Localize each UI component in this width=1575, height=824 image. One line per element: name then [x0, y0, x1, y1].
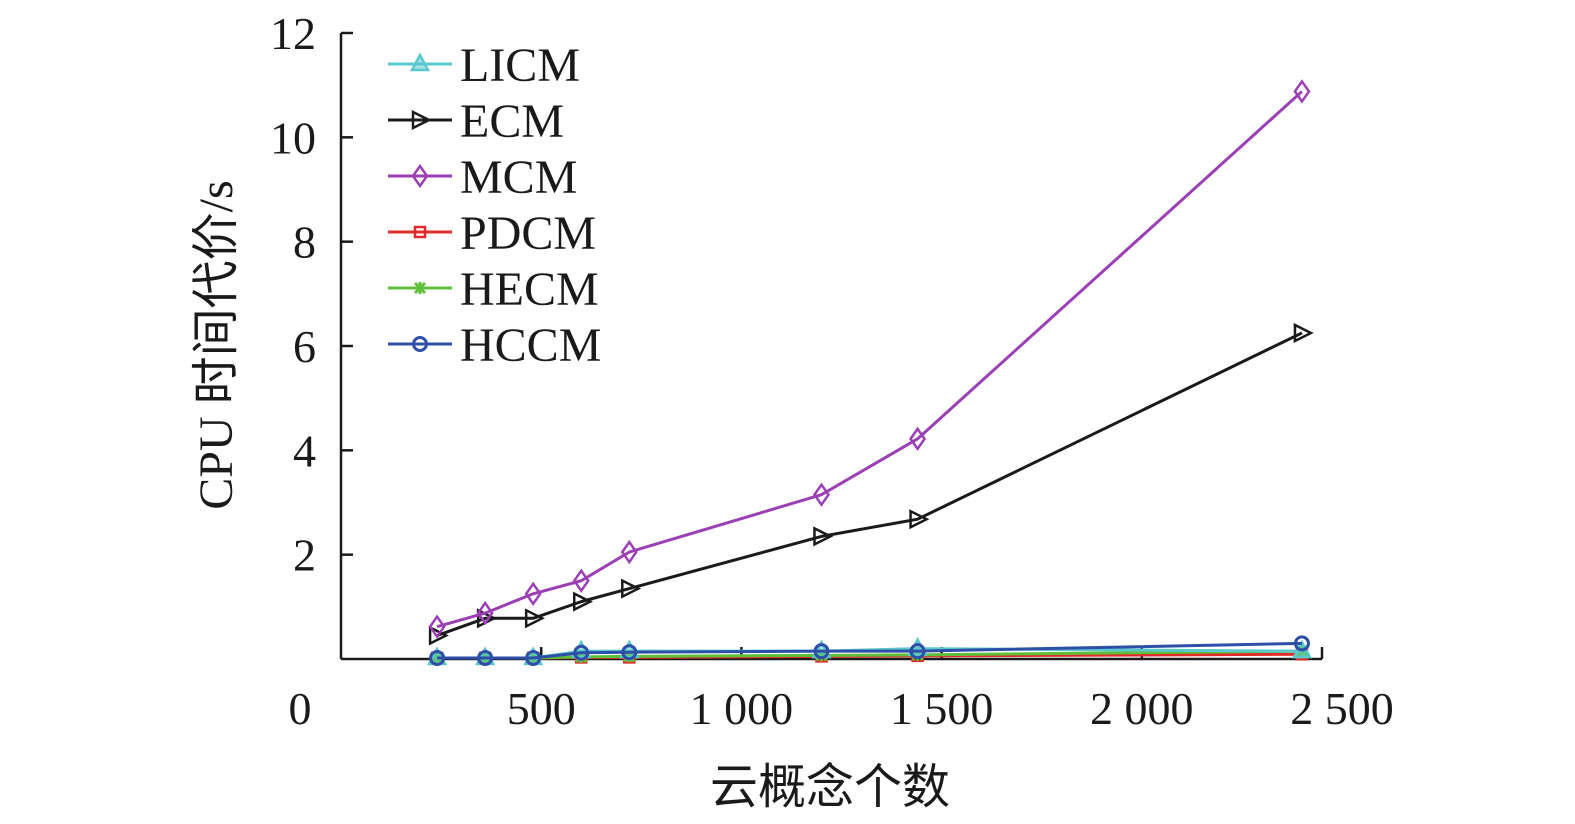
data-point-mcm: [812, 482, 831, 507]
y-tick-label: 12: [270, 8, 316, 59]
series-ecm: [428, 322, 1314, 646]
legend-item-hecm: HECM: [388, 263, 599, 316]
x-tick-label: 2 500: [1290, 683, 1394, 734]
data-point-mcm: [1293, 79, 1311, 104]
data-point-ecm: [621, 578, 642, 599]
data-point-hccm: [573, 644, 590, 661]
legend-item-ecm: ECM: [388, 95, 564, 148]
data-point-hccm: [813, 643, 830, 660]
y-tick-label: 6: [293, 321, 316, 372]
series-layer: [427, 79, 1314, 666]
legend-label-ecm: ECM: [460, 95, 564, 148]
legend-label-pdcm: PDCM: [460, 207, 596, 260]
data-point-hccm: [525, 649, 542, 666]
data-point-mcm: [524, 581, 542, 606]
data-point-ecm: [909, 509, 930, 530]
data-point-mcm: [620, 539, 638, 565]
data-point-hccm: [1293, 635, 1310, 652]
x-tick-label: 2 000: [1090, 683, 1194, 734]
data-point-ecm: [813, 526, 834, 547]
legend-label-licm: LICM: [460, 39, 580, 92]
legend-item-licm: LICM: [388, 39, 580, 92]
x-tick-label: 1 000: [690, 683, 794, 734]
data-point-mcm: [909, 426, 927, 452]
data-point-mcm: [428, 614, 446, 639]
legend-marker-pdcm: [413, 225, 427, 239]
data-point-ecm: [428, 625, 449, 646]
legend-marker-hccm: [412, 336, 428, 352]
legend-label-mcm: MCM: [460, 151, 577, 204]
legend-marker-mcm: [411, 163, 429, 189]
x-tick-label: 500: [507, 683, 576, 734]
y-axis-title: CPU 时间代价/s: [190, 180, 243, 509]
legend-item-hccm: HCCM: [388, 319, 601, 372]
series-line-hccm: [437, 641, 1302, 660]
data-point-mcm: [476, 600, 494, 626]
legend-label-hccm: HCCM: [460, 319, 601, 372]
data-point-mcm: [572, 568, 590, 593]
x-tick-label: 0: [289, 683, 312, 734]
series-hccm: [429, 635, 1310, 666]
x-ticks: 0 500 1 000 1 500 2 000 2 500: [289, 647, 1394, 734]
series-line-ecm: [436, 331, 1303, 637]
x-tick-label: 1 500: [890, 683, 994, 734]
legend-marker-licm: [409, 52, 431, 72]
legend-item-mcm: MCM: [388, 151, 577, 204]
data-point-hccm: [909, 643, 926, 660]
y-ticks: 2 4 6 8 10 12: [270, 8, 353, 581]
x-axis-title: 云概念个数: [710, 761, 950, 814]
data-point-ecm: [524, 608, 545, 629]
data-point-ecm: [572, 591, 594, 612]
y-tick-label: 2: [293, 530, 316, 581]
y-tick-label: 10: [270, 112, 316, 163]
y-tick-label: 8: [293, 217, 316, 268]
y-tick-label: 4: [293, 425, 316, 476]
legend-marker-ecm: [411, 109, 432, 131]
data-point-hccm: [429, 649, 446, 666]
data-point-ecm: [1293, 322, 1314, 343]
data-point-hccm: [621, 644, 638, 661]
legend-label-hecm: HECM: [460, 263, 599, 316]
data-point-hccm: [477, 649, 494, 666]
legend-marker-hecm: [413, 281, 427, 295]
series-line-mcm: [436, 90, 1303, 629]
legend-item-pdcm: PDCM: [388, 207, 596, 260]
series-mcm: [428, 79, 1311, 639]
